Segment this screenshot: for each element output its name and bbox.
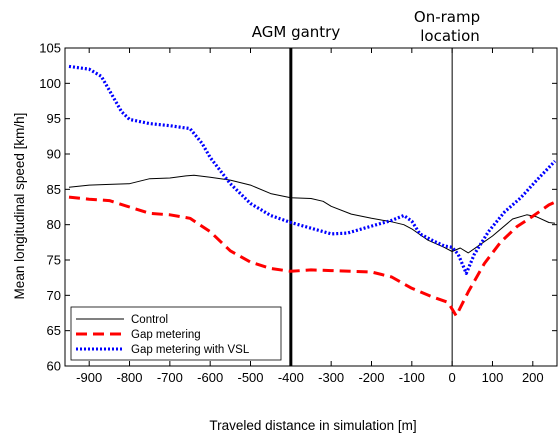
- y-tick-label: 85: [47, 182, 61, 197]
- y-tick-label: 100: [39, 76, 61, 91]
- x-tick-label: -700: [157, 370, 183, 385]
- annotation-lines: [289, 48, 453, 366]
- y-tick-label: 105: [39, 41, 61, 56]
- y-tick-label: 60: [47, 359, 61, 374]
- legend-label-control: Control: [131, 314, 168, 326]
- x-tick-label: -300: [318, 370, 344, 385]
- legend-label-gap-metering: Gap metering: [131, 329, 201, 341]
- y-tick-label: 95: [47, 111, 61, 126]
- series-line-control: [68, 174, 556, 254]
- x-tick-label: -200: [358, 370, 384, 385]
- x-tick-label: 200: [522, 370, 544, 385]
- x-tick-label: 100: [482, 370, 504, 385]
- x-tick-label: 0: [449, 370, 456, 385]
- y-tick-label: 90: [47, 147, 61, 162]
- y-tick-label: 70: [47, 288, 61, 303]
- y-axis: 60 65 70 75 80 85 90 95 100 105: [39, 41, 557, 374]
- y-tick-label: 65: [47, 323, 61, 338]
- x-tick-label: -100: [399, 370, 425, 385]
- series-lines: [68, 64, 557, 318]
- annotation-agm-gantry: AGM gantry: [252, 23, 341, 41]
- series-line-gap-metering: [68, 195, 556, 318]
- annotation-on-ramp-line1: On-ramp: [414, 8, 480, 26]
- x-tick-label: -800: [117, 370, 143, 385]
- y-tick-label: 75: [47, 253, 61, 268]
- y-tick-label: 80: [47, 217, 61, 232]
- x-tick-label: -400: [278, 370, 304, 385]
- annotation-on-ramp-line2: location: [420, 27, 480, 45]
- legend: Control Gap metering Gap metering with V…: [70, 306, 282, 361]
- x-tick-label: -900: [76, 370, 102, 385]
- x-tick-label: -600: [197, 370, 223, 385]
- x-tick-label: -500: [237, 370, 263, 385]
- legend-label-gap-metering-vsl: Gap metering with VSL: [131, 344, 250, 356]
- legend-box: [70, 306, 282, 361]
- series-line-gap-metering-with-vsl: [68, 64, 557, 275]
- y-axis-label: Mean longitudinal speed [km/h]: [12, 113, 27, 300]
- x-axis-label: Traveled distance in simulation [m]: [209, 418, 416, 433]
